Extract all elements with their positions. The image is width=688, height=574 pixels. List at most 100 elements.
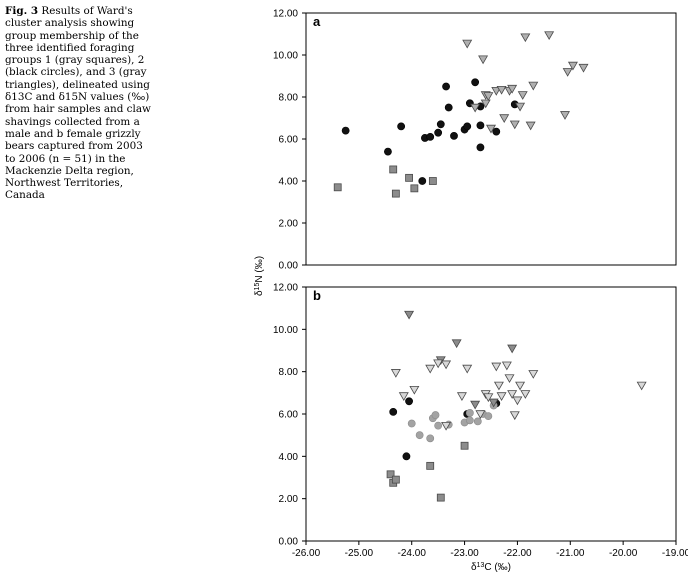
y-tick-label-a: 4.00: [279, 177, 299, 188]
group2-circle-point: [407, 419, 416, 428]
group1-square-point: [391, 475, 400, 484]
group2-circle-point: [426, 434, 435, 443]
group2-circle-point: [402, 452, 411, 461]
group3-triangle-point: [491, 362, 502, 372]
group3-triangle-point: [451, 339, 462, 349]
group2-circle-point: [463, 122, 472, 131]
x-tick-label-b: -22.00: [503, 548, 532, 559]
group3-triangle-point: [456, 392, 467, 402]
group3-triangle-point: [507, 84, 518, 94]
group3-triangle-point: [470, 400, 481, 410]
group2-circle-point: [418, 177, 427, 185]
x-tick-label-b: -24.00: [398, 548, 427, 559]
group3-triangle-point: [496, 85, 507, 95]
group2-circle-point: [436, 120, 445, 129]
group3-triangle-point: [517, 91, 528, 100]
group2-circle-point: [341, 126, 350, 135]
group2-circle-point: [471, 78, 480, 87]
group3-triangle-point: [398, 392, 409, 402]
group2-circle-point: [476, 121, 485, 130]
x-tick-label-b: -25.00: [345, 548, 374, 559]
group3-triangle-point: [480, 99, 491, 109]
group1-square-point: [333, 183, 342, 192]
group3-triangle-point: [483, 92, 494, 101]
y-tick-label-a: 8.00: [279, 93, 299, 104]
group3-triangle-point: [528, 370, 539, 379]
shared-labels: δ15N (‰) δ13C (‰): [254, 256, 511, 573]
y-tick-label-b: 4.00: [279, 452, 299, 463]
x-tick-label-b: -26.00: [292, 548, 321, 559]
group3-triangle-point: [462, 39, 473, 49]
group3-triangle-point: [509, 120, 520, 130]
x-tick-label-b: -20.00: [609, 548, 638, 559]
group3-triangle-point: [504, 374, 515, 384]
group2-circle-point: [444, 103, 453, 112]
group2-circle-point: [442, 82, 450, 91]
group3-triangle-point: [520, 33, 531, 43]
group3-triangle-point: [507, 390, 518, 399]
group3-triangle-point: [433, 359, 444, 369]
x-tick-label-b: -23.00: [450, 548, 479, 559]
y-tick-label-b: 12.00: [273, 283, 298, 294]
group3-triangle-point: [483, 393, 494, 403]
group3-triangle-point: [512, 396, 523, 406]
group1-square-point: [386, 470, 395, 479]
group3-triangle-point: [390, 369, 401, 378]
group3-triangle-point: [470, 103, 481, 113]
group3-triangle-point: [515, 381, 526, 391]
y-tick-label-a: 0.00: [279, 261, 299, 272]
figure-label: Fig. 3: [5, 5, 39, 17]
group2-circle-point: [473, 417, 482, 426]
y-tick-label-b: 6.00: [279, 410, 299, 421]
group2-circle-point: [431, 411, 440, 419]
group3-triangle-point: [528, 81, 539, 91]
scatter-panel-a: 0.00 2.00 4.00 6.00 8.00 10.00 12.00 a: [273, 9, 677, 272]
group3-triangle-point: [501, 361, 512, 371]
group1-square-point: [405, 173, 413, 182]
group3-triangle-point: [636, 381, 647, 391]
y-tick-label-b: 8.00: [279, 367, 299, 378]
group2-circle-point: [450, 131, 458, 140]
figure-caption-text: Results of Ward's cluster analysis showi…: [5, 5, 151, 202]
group3-triangle-point: [488, 398, 499, 408]
group3-triangle-point: [491, 87, 502, 96]
group2-circle-point: [476, 143, 485, 152]
group3-triangle-point: [486, 124, 496, 134]
group2-circle-point: [397, 122, 406, 131]
group1-square-point: [389, 165, 398, 174]
group3-triangle-point: [409, 385, 420, 395]
group3-triangle-point: [475, 410, 486, 420]
group2-circle-point: [484, 412, 493, 421]
group1-square-point: [460, 441, 469, 450]
group2-circle-point: [389, 407, 398, 416]
group3-triangle-point: [562, 68, 573, 77]
group3-triangle-point: [462, 364, 473, 374]
x-tick-label-b: -19.00: [662, 548, 688, 559]
panel-letter-b: b: [313, 288, 321, 303]
group3-triangle-point: [544, 31, 555, 41]
group3-triangle-point: [525, 121, 536, 131]
y-tick-label-a: 2.00: [279, 219, 299, 230]
x-tick-label-b: -21.00: [556, 548, 585, 559]
x-axis-title: δ13C (‰): [471, 562, 511, 573]
group3-triangle-point: [425, 364, 436, 374]
group2-circle-point: [426, 132, 435, 141]
group2-circle-point: [434, 128, 443, 137]
group3-triangle-point: [493, 381, 504, 391]
group3-triangle-point: [507, 344, 518, 354]
y-tick-label-a: 10.00: [273, 51, 298, 62]
plot-frame-a: [305, 12, 677, 266]
scatter-panel-b: 0.00 2.00 4.00 6.00 8.00 10.00 12.00 -26.00 -25.…: [273, 283, 688, 560]
y-tick-label-a: 6.00: [279, 135, 299, 146]
group2-circle-point: [465, 416, 474, 425]
y-tick-label-b: 2.00: [279, 494, 299, 505]
y-tick-label-b: 10.00: [273, 325, 298, 336]
group3-triangle-point: [567, 61, 578, 71]
group1-square-point: [391, 189, 400, 198]
group2-circle-point: [405, 397, 413, 406]
group2-circle-point: [434, 421, 443, 430]
y-axis-title: δ15N (‰): [254, 256, 265, 296]
group3-triangle-point: [515, 102, 526, 112]
group1-square-point: [428, 177, 437, 185]
